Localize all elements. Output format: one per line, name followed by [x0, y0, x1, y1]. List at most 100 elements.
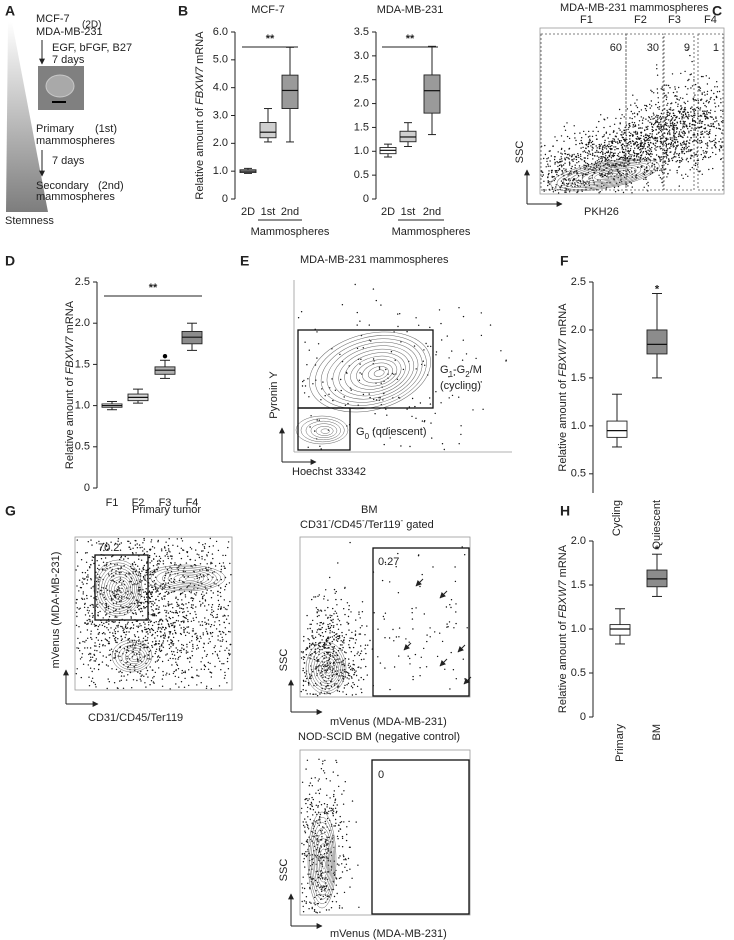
gate-percent: 1 — [713, 42, 719, 54]
event-dot — [312, 619, 314, 622]
event-dot — [651, 133, 653, 135]
event-dot — [173, 626, 175, 629]
contour — [581, 166, 637, 184]
event-dot — [120, 555, 123, 558]
event-dot — [350, 651, 352, 653]
event-dot — [327, 836, 329, 839]
event-dot — [89, 567, 91, 569]
event-dot — [142, 589, 144, 591]
event-dot — [638, 111, 640, 113]
event-dot — [700, 75, 703, 78]
event-dot — [329, 636, 331, 638]
event-dot — [586, 162, 589, 165]
event-dot — [100, 589, 102, 592]
event-dot — [661, 181, 663, 184]
event-dot — [79, 607, 81, 609]
event-dot — [343, 855, 345, 858]
event-dot — [551, 176, 553, 178]
event-dot — [92, 604, 94, 606]
event-dot — [220, 645, 222, 647]
event-dot — [630, 132, 632, 135]
event-dot — [556, 139, 558, 142]
event-dot — [178, 579, 181, 582]
axis-label: SSC — [278, 649, 290, 672]
event-dot — [86, 609, 89, 611]
event-dot — [187, 610, 189, 613]
event-arrow — [463, 676, 472, 685]
event-dot — [700, 125, 703, 128]
mammosphere — [45, 74, 75, 98]
event-dot — [211, 562, 213, 564]
event-dot — [671, 109, 673, 112]
event-dot — [225, 633, 227, 636]
event-dot — [644, 108, 647, 110]
event-dot — [418, 324, 420, 326]
event-dot — [94, 683, 97, 686]
event-dot — [669, 169, 671, 171]
event-dot — [414, 653, 417, 656]
event-dot — [81, 581, 83, 583]
event-dot — [665, 157, 668, 159]
event-dot — [666, 109, 668, 112]
event-dot — [114, 631, 116, 633]
contour — [320, 338, 423, 406]
event-dot — [144, 598, 146, 601]
event-dot — [629, 154, 631, 156]
event-dot — [589, 138, 591, 140]
event-dot — [335, 759, 337, 762]
event-dot — [614, 149, 616, 151]
event-dot — [108, 641, 110, 643]
event-dot — [718, 124, 720, 126]
event-dot — [196, 635, 198, 637]
event-dot — [664, 84, 666, 86]
event-dot — [169, 551, 171, 553]
event-dot — [211, 609, 213, 611]
event-dot — [500, 350, 502, 352]
event-dot — [684, 106, 686, 109]
event-dot — [585, 182, 587, 185]
event-dot — [102, 561, 105, 563]
event-dot — [309, 782, 312, 784]
x-tick-label: 2D — [241, 206, 255, 218]
event-dot — [129, 645, 131, 647]
event-dot — [334, 801, 336, 804]
event-dot — [333, 635, 335, 637]
contour — [350, 355, 402, 390]
event-dot — [146, 631, 149, 633]
event-dot — [576, 162, 578, 164]
event-dot — [705, 115, 707, 118]
event-dot — [321, 632, 324, 634]
event-dot — [114, 639, 117, 642]
contour — [116, 584, 126, 596]
contour — [309, 331, 431, 413]
event-dot — [676, 139, 678, 141]
event-dot — [673, 145, 675, 147]
event-dot — [306, 677, 308, 680]
event-dot — [688, 125, 691, 128]
event-dot — [359, 652, 362, 655]
event-dot — [217, 657, 220, 659]
event-dot — [570, 167, 573, 170]
axis-label: Hoechst 33342 — [292, 466, 366, 478]
event-dot — [644, 104, 646, 107]
event-dot — [331, 674, 333, 676]
y-tick-label: 2.0 — [354, 97, 369, 109]
event-dot — [226, 647, 228, 649]
event-dot — [683, 108, 686, 111]
plot-frame — [539, 27, 725, 195]
event-dot — [335, 633, 337, 636]
event-dot — [368, 393, 370, 395]
event-dot — [647, 137, 650, 140]
event-dot — [605, 148, 608, 150]
event-dot — [721, 141, 723, 143]
event-dot — [671, 118, 673, 120]
contour — [563, 161, 651, 188]
event-dot — [134, 609, 136, 612]
event-dot — [98, 663, 101, 666]
event-dot — [194, 559, 196, 561]
y-tick-label: 5.0 — [213, 54, 228, 66]
event-dot — [151, 629, 154, 631]
event-dot — [619, 172, 621, 175]
event-dot — [225, 583, 228, 586]
event-dot — [197, 647, 199, 649]
